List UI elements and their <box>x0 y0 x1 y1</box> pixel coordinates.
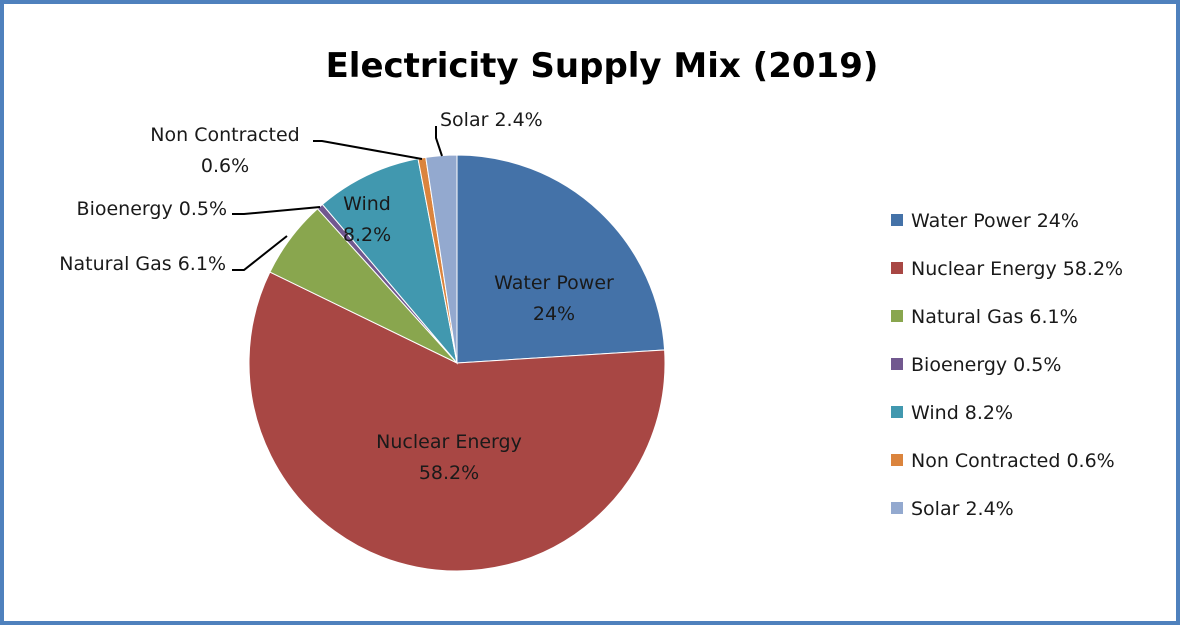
legend-swatch-natural-gas <box>891 310 903 322</box>
slice-label-non-contracted: Non Contracted 0.6% <box>150 124 299 177</box>
slice-label-solar: Solar 2.4% <box>440 109 543 131</box>
legend-label-nuclear-energy: Nuclear Energy 58.2% <box>911 258 1123 280</box>
leader-line-natural-gas <box>232 235 288 271</box>
legend-item-non-contracted: Non Contracted 0.6% <box>891 450 1115 472</box>
legend-label-natural-gas: Natural Gas 6.1% <box>911 306 1078 328</box>
legend-item-natural-gas: Natural Gas 6.1% <box>891 306 1078 328</box>
legend-label-bioenergy: Bioenergy 0.5% <box>911 354 1061 376</box>
legend-swatch-wind <box>891 406 903 418</box>
pie-slice-nuclear-energy <box>248 271 666 572</box>
slice-label-nuclear-energy: Nuclear Energy 58.2% <box>376 431 522 484</box>
legend-swatch-bioenergy <box>891 358 903 370</box>
legend-swatch-solar <box>891 502 903 514</box>
leader-line-non-contracted <box>313 140 423 160</box>
legend-item-wind: Wind 8.2% <box>891 402 1013 424</box>
slices-layer <box>248 154 666 572</box>
legend: Water Power 24% Nuclear Energy 58.2% Natur… <box>891 210 1123 520</box>
legend-item-bioenergy: Bioenergy 0.5% <box>891 354 1061 376</box>
legend-swatch-non-contracted <box>891 454 903 466</box>
legend-label-non-contracted: Non Contracted 0.6% <box>911 450 1115 472</box>
leader-line-solar <box>435 126 443 157</box>
pie-slice-wind <box>321 158 458 365</box>
legend-swatch-water-power <box>891 214 903 226</box>
leader-lines-layer <box>232 126 443 271</box>
pie-slice-water-power <box>456 154 666 364</box>
legend-label-water-power: Water Power 24% <box>911 210 1079 232</box>
legend-item-solar: Solar 2.4% <box>891 498 1014 520</box>
legend-label-solar: Solar 2.4% <box>911 498 1014 520</box>
chart-title: Electricity Supply Mix (2019) <box>326 46 879 86</box>
legend-item-nuclear-energy: Nuclear Energy 58.2% <box>891 258 1123 280</box>
leader-line-bioenergy <box>232 206 321 215</box>
legend-label-wind: Wind 8.2% <box>911 402 1013 424</box>
slice-label-bioenergy: Bioenergy 0.5% <box>77 198 227 220</box>
slice-label-water-power: Water Power 24% <box>494 272 614 325</box>
pie-chart: Electricity Supply Mix (2019) Water Powe… <box>59 46 1123 572</box>
slice-labels-layer: Water Power 24% Nuclear Energy 58.2% Natural… <box>59 109 614 484</box>
legend-swatch-nuclear-energy <box>891 262 903 274</box>
slice-label-natural-gas: Natural Gas 6.1% <box>59 253 226 275</box>
legend-item-water-power: Water Power 24% <box>891 210 1079 232</box>
slice-label-wind: Wind 8.2% <box>343 193 391 246</box>
